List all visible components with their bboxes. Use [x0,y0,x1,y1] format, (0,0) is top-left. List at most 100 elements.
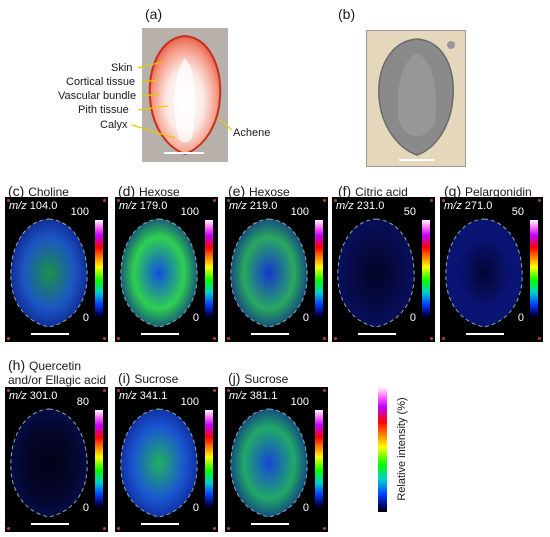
tissue-section-photo [366,30,466,167]
ion-panel-heading: (j) Sucrose [228,371,288,386]
corner-marker [117,389,120,392]
ion-image-panel: m/z 381.1 100 0 [225,387,328,532]
ion-panel-title: Hexose [249,185,290,199]
corner-marker [430,337,433,340]
corner-marker [103,527,106,530]
scale-bar [251,333,289,335]
ion-intensity-map [10,218,88,328]
colorbar-max: 100 [180,206,199,218]
corner-marker [538,337,541,340]
ion-intensity-map [120,218,198,328]
ion-image-panel: m/z 231.0 50 0 [332,197,435,342]
corner-marker [103,389,106,392]
ion-panel-label: (j) [228,370,245,386]
colorbar [95,220,103,318]
scale-bar [31,333,69,335]
ion-panel-title: Choline [28,185,69,199]
colorbar-min: 0 [82,312,89,324]
colorbar-max: 100 [290,396,309,408]
colorbar-max: 50 [511,206,524,218]
colorbar-max: 80 [76,396,89,408]
corner-marker [213,199,216,202]
ion-panel-label: (h) [8,357,29,373]
colorbar [95,410,103,508]
scale-bar [358,333,396,335]
mz-value: m/z 179.0 [119,200,168,212]
ion-panel-label: (c) [8,183,29,199]
mz-value: m/z 341.1 [119,390,168,402]
ion-intensity-map [230,408,308,518]
ion-intensity-map [10,408,88,518]
ion-panel-heading: (g) Pelargonidin [444,184,532,199]
colorbar-max: 100 [180,396,199,408]
ion-panel-label: (f) [338,183,356,199]
colorbar-min: 0 [409,312,416,324]
colorbar-min: 0 [302,502,309,514]
corner-marker [323,199,326,202]
legend-label: Relative intensity (%) [396,397,408,501]
ion-image-panel: m/z 179.0 100 0 [115,197,218,342]
corner-marker [538,199,541,202]
panel-a-label: (a) [145,6,163,22]
corner-marker [7,337,10,340]
corner-marker [7,199,10,202]
scale-bar [141,523,179,525]
scale-bar [141,333,179,335]
ion-panel-title: Quercetin [29,359,82,373]
corner-marker [227,337,230,340]
colorbar-min: 0 [82,502,89,514]
scale-bar [251,523,289,525]
corner-marker [442,337,445,340]
ion-image-panel: m/z 219.0 100 0 [225,197,328,342]
ion-image-panel: m/z 341.1 100 0 [115,387,218,532]
ion-panel-heading: (h) Quercetin and/or Ellagic acid [8,358,106,387]
annotation-calyx: Calyx [100,119,128,131]
ion-panel-heading: (e) Hexose [228,184,290,199]
ion-panel-label: (g) [444,183,465,199]
mz-value: m/z 104.0 [9,200,58,212]
ion-intensity-map [230,218,308,328]
scale-bar [466,333,504,335]
ion-panel-label: (d) [118,183,139,199]
corner-marker [117,199,120,202]
corner-marker [103,199,106,202]
corner-marker [103,337,106,340]
ion-panel-title: Sucrose [134,372,179,386]
ion-panel-title-line2: and/or Ellagic acid [8,373,107,387]
colorbar-min: 0 [192,502,199,514]
annotation-cortical-tissue: Cortical tissue [66,76,136,88]
mz-value: m/z 231.0 [336,200,385,212]
annotation-achene: Achene [233,127,271,139]
corner-marker [323,389,326,392]
corner-marker [117,527,120,530]
annotation-pith-tissue: Pith tissue [78,104,129,116]
ion-panel-heading: (f) Citric acid [338,184,408,199]
corner-marker [430,199,433,202]
corner-marker [334,337,337,340]
corner-marker [227,389,230,392]
mz-value: m/z 271.0 [444,200,493,212]
tissue-section-outline [378,38,455,161]
ion-image-panel: m/z 271.0 50 0 [440,197,543,342]
corner-marker [7,389,10,392]
corner-marker [323,527,326,530]
colorbar [315,220,323,318]
ion-panel-heading: (d) Hexose [118,184,180,199]
colorbar-min: 0 [192,312,199,324]
legend-colorbar [378,387,387,512]
colorbar-min: 0 [517,312,524,324]
ion-panel-title: Pelargonidin [465,185,532,199]
scale-bar [31,523,69,525]
ion-panel-heading: (c) Choline [8,184,69,199]
colorbar-max: 100 [70,206,89,218]
colorbar [315,410,323,508]
colorbar-max: 100 [290,206,309,218]
ion-panel-label: (i) [118,370,135,386]
strawberry-cross-section [148,34,222,156]
colorbar [205,410,213,508]
corner-marker [213,527,216,530]
colorbar-min: 0 [302,312,309,324]
corner-marker [117,337,120,340]
annotation-skin: Skin [111,62,133,74]
intensity-legend: Relative intensity (%) [378,387,428,512]
